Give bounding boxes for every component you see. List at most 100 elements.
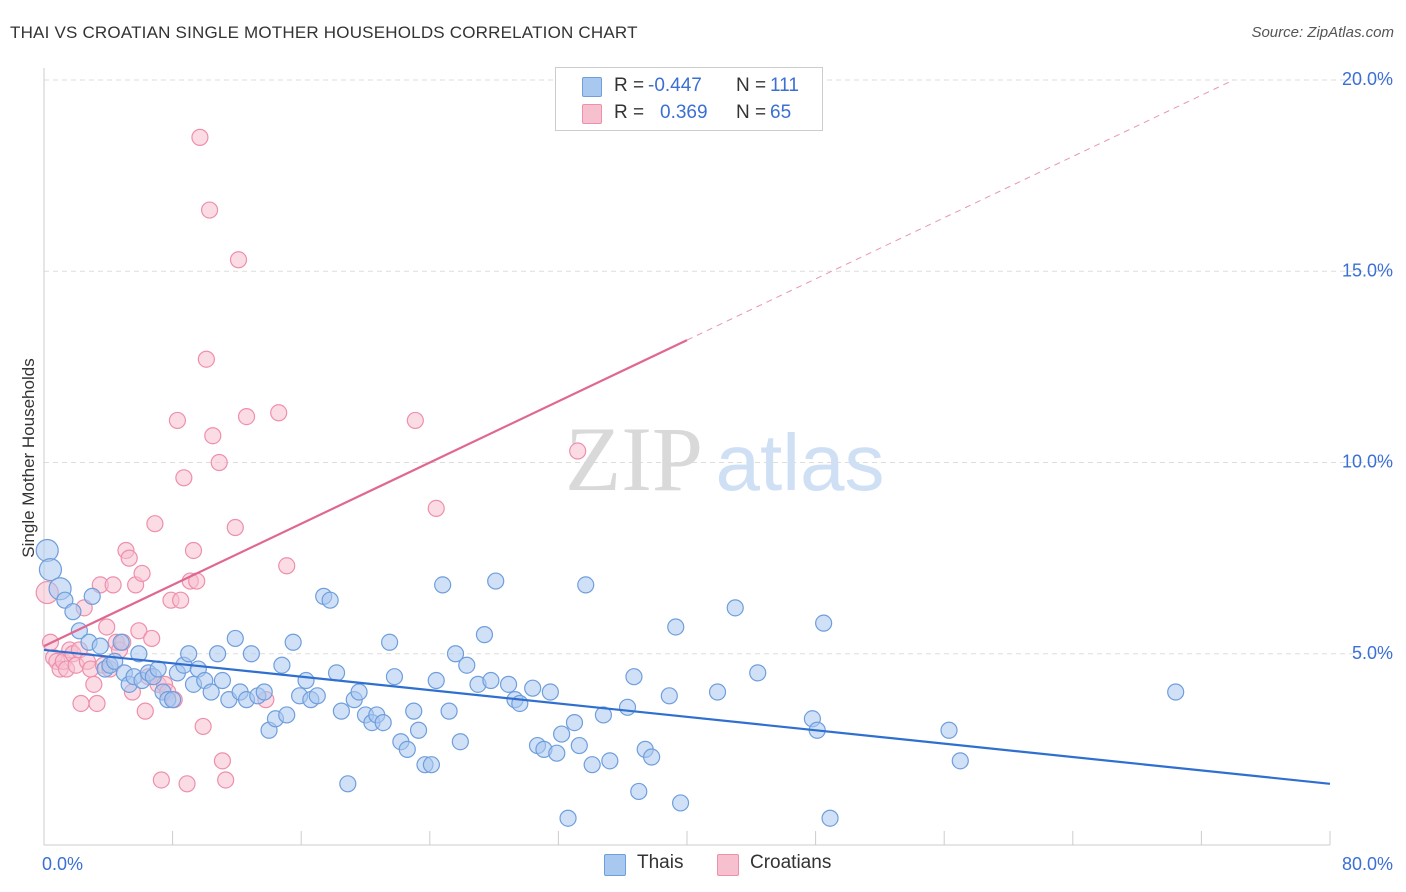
croatians-point xyxy=(197,350,215,368)
croatians-trend-line xyxy=(43,339,688,648)
thais-point xyxy=(332,702,350,720)
thais-point xyxy=(350,683,368,701)
thais-point xyxy=(643,748,661,766)
thais-point xyxy=(339,775,357,793)
stats-row-croatians: R = 0.369 N = 65 xyxy=(556,101,822,127)
thais-point xyxy=(570,736,588,755)
croatians-swatch xyxy=(582,104,602,124)
series-legend: Thais Croatians xyxy=(0,852,1406,878)
thais-point xyxy=(440,702,458,720)
thais-point xyxy=(541,683,559,701)
y-axis-label: Single Mother Households xyxy=(19,358,38,557)
croatians-point xyxy=(143,629,161,648)
thais-point xyxy=(38,557,63,582)
thais-point xyxy=(630,782,648,801)
croatians-point xyxy=(213,752,232,770)
croatians-point xyxy=(217,771,235,789)
y-tick-label: 20.0% xyxy=(1342,69,1393,89)
chart-title: THAI VS CROATIAN SINGLE MOTHER HOUSEHOLD… xyxy=(10,23,638,42)
thais-point xyxy=(475,626,494,644)
thais-point xyxy=(434,576,452,594)
croatians-point xyxy=(72,694,90,713)
thais-point xyxy=(385,668,404,686)
croatians-point xyxy=(204,427,222,445)
thais-point xyxy=(451,733,469,751)
thais-point xyxy=(202,683,220,701)
thais-point xyxy=(553,725,571,743)
n-label: N = xyxy=(736,102,767,123)
thais-point xyxy=(405,702,423,720)
thais-point xyxy=(565,713,584,732)
r-value: -0.447 xyxy=(648,75,702,96)
thais-point xyxy=(321,591,339,609)
thais-point xyxy=(226,629,244,648)
croatians-point xyxy=(406,411,424,430)
croatians-point xyxy=(130,622,148,640)
croatians-point xyxy=(178,775,196,793)
stats-legend: R = -0.447 N = 111 R = 0.369 N = 65 xyxy=(555,67,823,131)
thais-point xyxy=(398,740,416,758)
thais-point xyxy=(482,671,500,690)
thais-point xyxy=(577,576,595,594)
thais-point xyxy=(548,744,566,762)
croatians-point xyxy=(172,591,190,609)
thais-point xyxy=(278,706,296,724)
thais-point xyxy=(297,671,315,690)
tick-labels: 5.0% 10.0% 15.0% 20.0% 0.0% 80.0% xyxy=(42,69,1393,874)
thais-point xyxy=(327,664,346,682)
thais-point xyxy=(83,587,101,605)
croatians-point xyxy=(184,541,203,560)
croatians-point xyxy=(194,717,212,736)
thais-point xyxy=(374,713,392,732)
thais-point xyxy=(618,698,637,716)
x-tick-label-max: 80.0% xyxy=(1342,854,1393,874)
thais-point xyxy=(446,645,465,663)
croatians-point xyxy=(210,453,228,472)
thais-point xyxy=(583,756,601,774)
croatians-point xyxy=(191,128,209,146)
thais-point xyxy=(815,614,833,632)
n-label: N = xyxy=(736,75,767,96)
thais-point xyxy=(559,809,577,827)
y-tick-label: 15.0% xyxy=(1342,260,1393,280)
y-tick-label: 5.0% xyxy=(1352,643,1393,663)
thais-point xyxy=(164,691,182,709)
thais-point xyxy=(487,572,505,590)
watermark-zip: ZIP xyxy=(565,408,703,510)
thais-point xyxy=(64,603,82,621)
n-value: 65 xyxy=(770,102,792,123)
thais-points xyxy=(35,538,1185,827)
croatians-point xyxy=(427,499,445,517)
watermark-atlas: atlas xyxy=(716,418,885,507)
thais-point xyxy=(130,645,148,663)
thais-point xyxy=(273,656,291,674)
croatians-trend-extension xyxy=(686,79,1234,341)
r-label: R = xyxy=(614,102,645,123)
thais-point xyxy=(726,599,744,617)
thais-point xyxy=(821,809,839,827)
grid-lines xyxy=(44,79,1392,655)
thais-point xyxy=(180,645,198,663)
croatians-point xyxy=(175,469,193,487)
thais-point xyxy=(409,721,428,739)
croatians-point xyxy=(85,675,103,693)
thais-point xyxy=(458,656,476,674)
croatians-point xyxy=(270,404,288,422)
r-value: 0.369 xyxy=(660,102,708,123)
croatians-point xyxy=(146,515,164,533)
thais-point xyxy=(209,645,227,663)
n-value: 111 xyxy=(770,75,799,96)
thais-point xyxy=(601,752,619,770)
thais-point xyxy=(940,721,958,739)
axes xyxy=(43,68,1331,846)
croatians-point xyxy=(229,251,248,269)
thais-point xyxy=(427,671,445,690)
thais-point xyxy=(625,668,643,686)
thais-point xyxy=(951,752,969,770)
y-tick-label: 10.0% xyxy=(1342,452,1393,472)
croatians-point xyxy=(136,702,154,720)
thais-point xyxy=(381,633,399,651)
stats-row-thais: R = -0.447 N = 111 xyxy=(556,74,822,100)
legend-label-thais: Thais xyxy=(637,852,684,873)
